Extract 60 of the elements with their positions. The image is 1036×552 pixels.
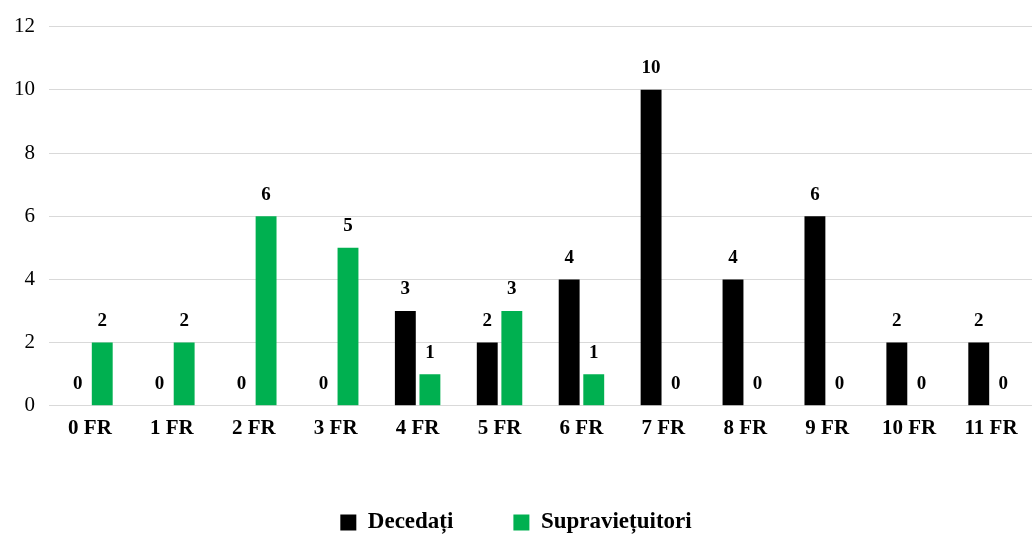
bar <box>722 279 744 406</box>
bar <box>583 374 605 406</box>
x-tick-label: 2 FR <box>231 414 277 439</box>
data-label: 0 <box>752 372 763 394</box>
data-label: 0 <box>236 372 247 394</box>
data-label: 0 <box>154 372 165 394</box>
data-label: 0 <box>670 372 681 394</box>
legend-label: Decedați <box>367 508 455 535</box>
legend-label: Supraviețuitori <box>540 508 693 535</box>
data-label: 2 <box>892 309 902 331</box>
y-tick-label: 6 <box>24 202 35 227</box>
data-label: 4 <box>728 245 739 267</box>
data-label: 4 <box>564 245 575 267</box>
y-tick-label: 2 <box>24 329 35 354</box>
bar <box>255 216 277 406</box>
bar <box>394 311 416 406</box>
bar <box>558 279 580 406</box>
bar <box>968 342 990 406</box>
data-label: 2 <box>97 309 107 331</box>
x-tick-label: 10 FR <box>882 414 938 439</box>
data-label: 5 <box>343 214 353 236</box>
x-tick-label: 7 FR <box>641 414 687 439</box>
bar <box>640 89 662 406</box>
bar <box>91 342 113 406</box>
y-tick-label: 0 <box>24 392 35 417</box>
x-tick-label: 8 FR <box>723 414 768 439</box>
data-label: 0 <box>72 372 83 394</box>
data-label: 6 <box>261 182 271 204</box>
data-label: 10 <box>641 56 661 78</box>
x-tick-label: 11 FR <box>964 414 1019 439</box>
data-label: 3 <box>400 277 411 299</box>
data-label: 1 <box>425 340 435 362</box>
x-tick-label: 3 FR <box>313 414 359 439</box>
data-label: 2 <box>179 309 189 331</box>
y-tick-label: 12 <box>14 13 35 38</box>
bar <box>804 216 826 406</box>
y-tick-label: 10 <box>14 76 35 101</box>
data-label: 0 <box>834 372 845 394</box>
x-tick-label: 9 FR <box>805 414 850 439</box>
data-label: 6 <box>810 182 820 204</box>
y-tick-label: 8 <box>24 139 35 164</box>
data-label: 0 <box>998 372 1009 394</box>
x-tick-label: 6 FR <box>559 414 605 439</box>
bar <box>501 311 523 406</box>
data-label: 0 <box>916 372 927 394</box>
data-label: 3 <box>507 277 517 299</box>
x-tick-label: 0 FR <box>68 414 113 439</box>
data-label: 0 <box>318 372 329 394</box>
y-tick-label: 4 <box>24 265 36 290</box>
data-label: 2 <box>974 309 984 331</box>
x-tick-label: 4 FR <box>395 414 441 439</box>
data-label: 2 <box>482 309 492 331</box>
bar <box>337 247 359 406</box>
x-tick-label: 1 FR <box>150 414 195 439</box>
bar <box>173 342 195 406</box>
data-label: 1 <box>589 340 599 362</box>
x-tick-label: 5 FR <box>477 414 523 439</box>
bar <box>886 342 908 406</box>
bar <box>419 374 441 406</box>
bar <box>476 342 498 406</box>
